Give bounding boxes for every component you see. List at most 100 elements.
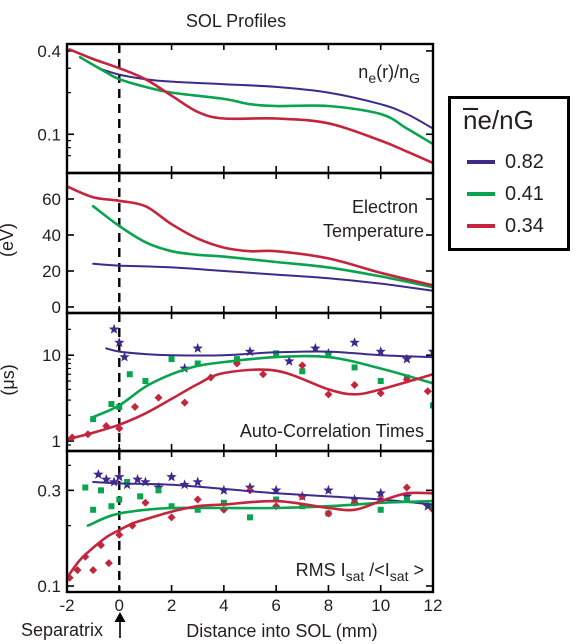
y-tick-label: 0.4 bbox=[37, 42, 61, 61]
star-marker-0.82 bbox=[179, 479, 190, 490]
series-line-0.82 bbox=[105, 347, 433, 359]
diamond-marker-0.34 bbox=[130, 402, 139, 411]
star-marker-0.82 bbox=[119, 351, 130, 362]
y-tick-label: 0.3 bbox=[37, 481, 61, 500]
legend-swatch-red bbox=[467, 224, 495, 228]
star-marker-0.82 bbox=[166, 471, 177, 482]
x-tick-label: 2 bbox=[167, 596, 176, 615]
diamond-marker-0.34 bbox=[89, 566, 98, 575]
y-tick-label: 1 bbox=[52, 432, 61, 451]
diamond-marker-0.34 bbox=[402, 483, 411, 492]
star-marker-0.82 bbox=[401, 353, 413, 364]
star-marker-0.82 bbox=[108, 476, 120, 487]
panel-annotation: ne(r)/nG bbox=[358, 62, 420, 86]
star-marker-0.82 bbox=[101, 473, 112, 484]
legend-entry-0.41: 0.41 bbox=[467, 182, 544, 206]
annotation-part: G bbox=[409, 70, 420, 86]
square-marker-0.41 bbox=[299, 368, 306, 375]
legend-label: 0.41 bbox=[505, 182, 544, 205]
square-marker-0.41 bbox=[430, 503, 433, 510]
star-marker-0.82 bbox=[349, 337, 360, 348]
x-tick-label: 0 bbox=[115, 596, 124, 615]
x-tick-label: 8 bbox=[324, 596, 333, 615]
x-tick-label: 12 bbox=[424, 596, 443, 615]
star-marker-0.82 bbox=[114, 337, 125, 348]
y-tick-label: 40 bbox=[42, 226, 61, 245]
plot-area bbox=[68, 48, 433, 165]
separatrix-label: Separatrix bbox=[21, 620, 103, 640]
square-marker-0.41 bbox=[403, 496, 410, 503]
square-marker-0.41 bbox=[273, 350, 280, 357]
x-tick-label: 4 bbox=[219, 596, 228, 615]
square-marker-0.41 bbox=[247, 514, 253, 521]
square-marker-0.41 bbox=[194, 506, 201, 513]
annotation-part: RMS I bbox=[296, 560, 346, 580]
star-marker-0.82 bbox=[153, 482, 164, 492]
y-tick-label: 0.1 bbox=[37, 577, 61, 596]
y-axis-label: (eV) bbox=[0, 223, 17, 257]
square-marker-0.41 bbox=[82, 484, 89, 491]
star-marker-0.82 bbox=[179, 363, 190, 373]
plot-area bbox=[67, 469, 433, 582]
diamond-marker-0.34 bbox=[154, 393, 163, 402]
panel-frame bbox=[65, 171, 435, 315]
legend-entry-0.82: 0.82 bbox=[467, 150, 544, 174]
square-marker-0.41 bbox=[325, 352, 332, 359]
star-marker-0.82 bbox=[140, 476, 151, 487]
square-marker-0.41 bbox=[97, 487, 104, 494]
x-tick-label: 10 bbox=[371, 596, 390, 615]
plot-area bbox=[67, 185, 433, 292]
diamond-marker-0.34 bbox=[298, 361, 307, 370]
diamond-marker-0.34 bbox=[81, 552, 90, 561]
separatrix-arrow-icon bbox=[114, 612, 126, 638]
square-marker-0.41 bbox=[116, 496, 123, 503]
panel-annotation: RMS Isat /<Isat > bbox=[296, 560, 424, 584]
star-marker-0.82 bbox=[323, 484, 334, 495]
panel-annotation: Electron bbox=[352, 197, 418, 217]
x-axis: -2 0 2 4 6 8 10 12 bbox=[59, 596, 442, 615]
series-line-0.82 bbox=[92, 262, 433, 292]
square-marker-0.41 bbox=[124, 479, 131, 486]
annotation-part: (r)/n bbox=[376, 62, 409, 82]
annotation-part: > bbox=[408, 560, 424, 580]
square-marker-0.41 bbox=[90, 416, 97, 423]
square-marker-0.41 bbox=[233, 356, 240, 363]
annotation-part: e bbox=[368, 70, 376, 86]
y-tick-label: 0 bbox=[52, 298, 61, 317]
star-marker-0.82 bbox=[375, 346, 386, 357]
x-axis-label: Distance into SOL (mm) bbox=[186, 621, 377, 641]
annotation-part: /<I bbox=[364, 560, 390, 580]
diamond-marker-0.34 bbox=[167, 513, 176, 522]
star-marker-0.82 bbox=[401, 490, 413, 501]
diamond-marker-0.34 bbox=[180, 398, 189, 407]
square-marker-0.41 bbox=[137, 493, 144, 500]
square-marker-0.41 bbox=[168, 356, 175, 363]
diamond-marker-0.34 bbox=[73, 566, 82, 575]
diamond-marker-0.34 bbox=[324, 509, 333, 518]
series-line-0.34 bbox=[67, 368, 433, 441]
square-marker-0.41 bbox=[351, 364, 358, 371]
square-marker-0.41 bbox=[377, 378, 384, 385]
square-marker-0.41 bbox=[377, 506, 384, 513]
square-marker-0.41 bbox=[194, 360, 201, 367]
annotation-part: sat bbox=[346, 568, 365, 584]
star-marker-0.82 bbox=[270, 484, 282, 495]
series-line-0.82 bbox=[97, 67, 433, 130]
y-tick-label: 60 bbox=[42, 190, 61, 209]
square-marker-0.41 bbox=[430, 402, 433, 409]
series-line-0.34 bbox=[67, 491, 433, 579]
diamond-marker-0.34 bbox=[324, 390, 333, 399]
plot-area bbox=[67, 323, 433, 442]
star-marker-0.82 bbox=[192, 342, 203, 353]
square-marker-0.41 bbox=[90, 506, 97, 513]
x-tick-label: -2 bbox=[59, 596, 74, 615]
annotation-part: sat bbox=[390, 568, 409, 584]
series-line-0.34 bbox=[68, 48, 433, 165]
star-marker-0.82 bbox=[114, 471, 125, 482]
legend-title: n̄e/nG bbox=[463, 105, 534, 135]
panel-annotation: Auto-Correlation Times bbox=[240, 421, 424, 441]
panels: 0.4 0.1 ne(r)/nG 60 40 20 0 Electron Temperature… bbox=[0, 42, 435, 596]
star-marker-0.82 bbox=[192, 476, 203, 487]
y-tick-label: 10 bbox=[42, 346, 61, 365]
